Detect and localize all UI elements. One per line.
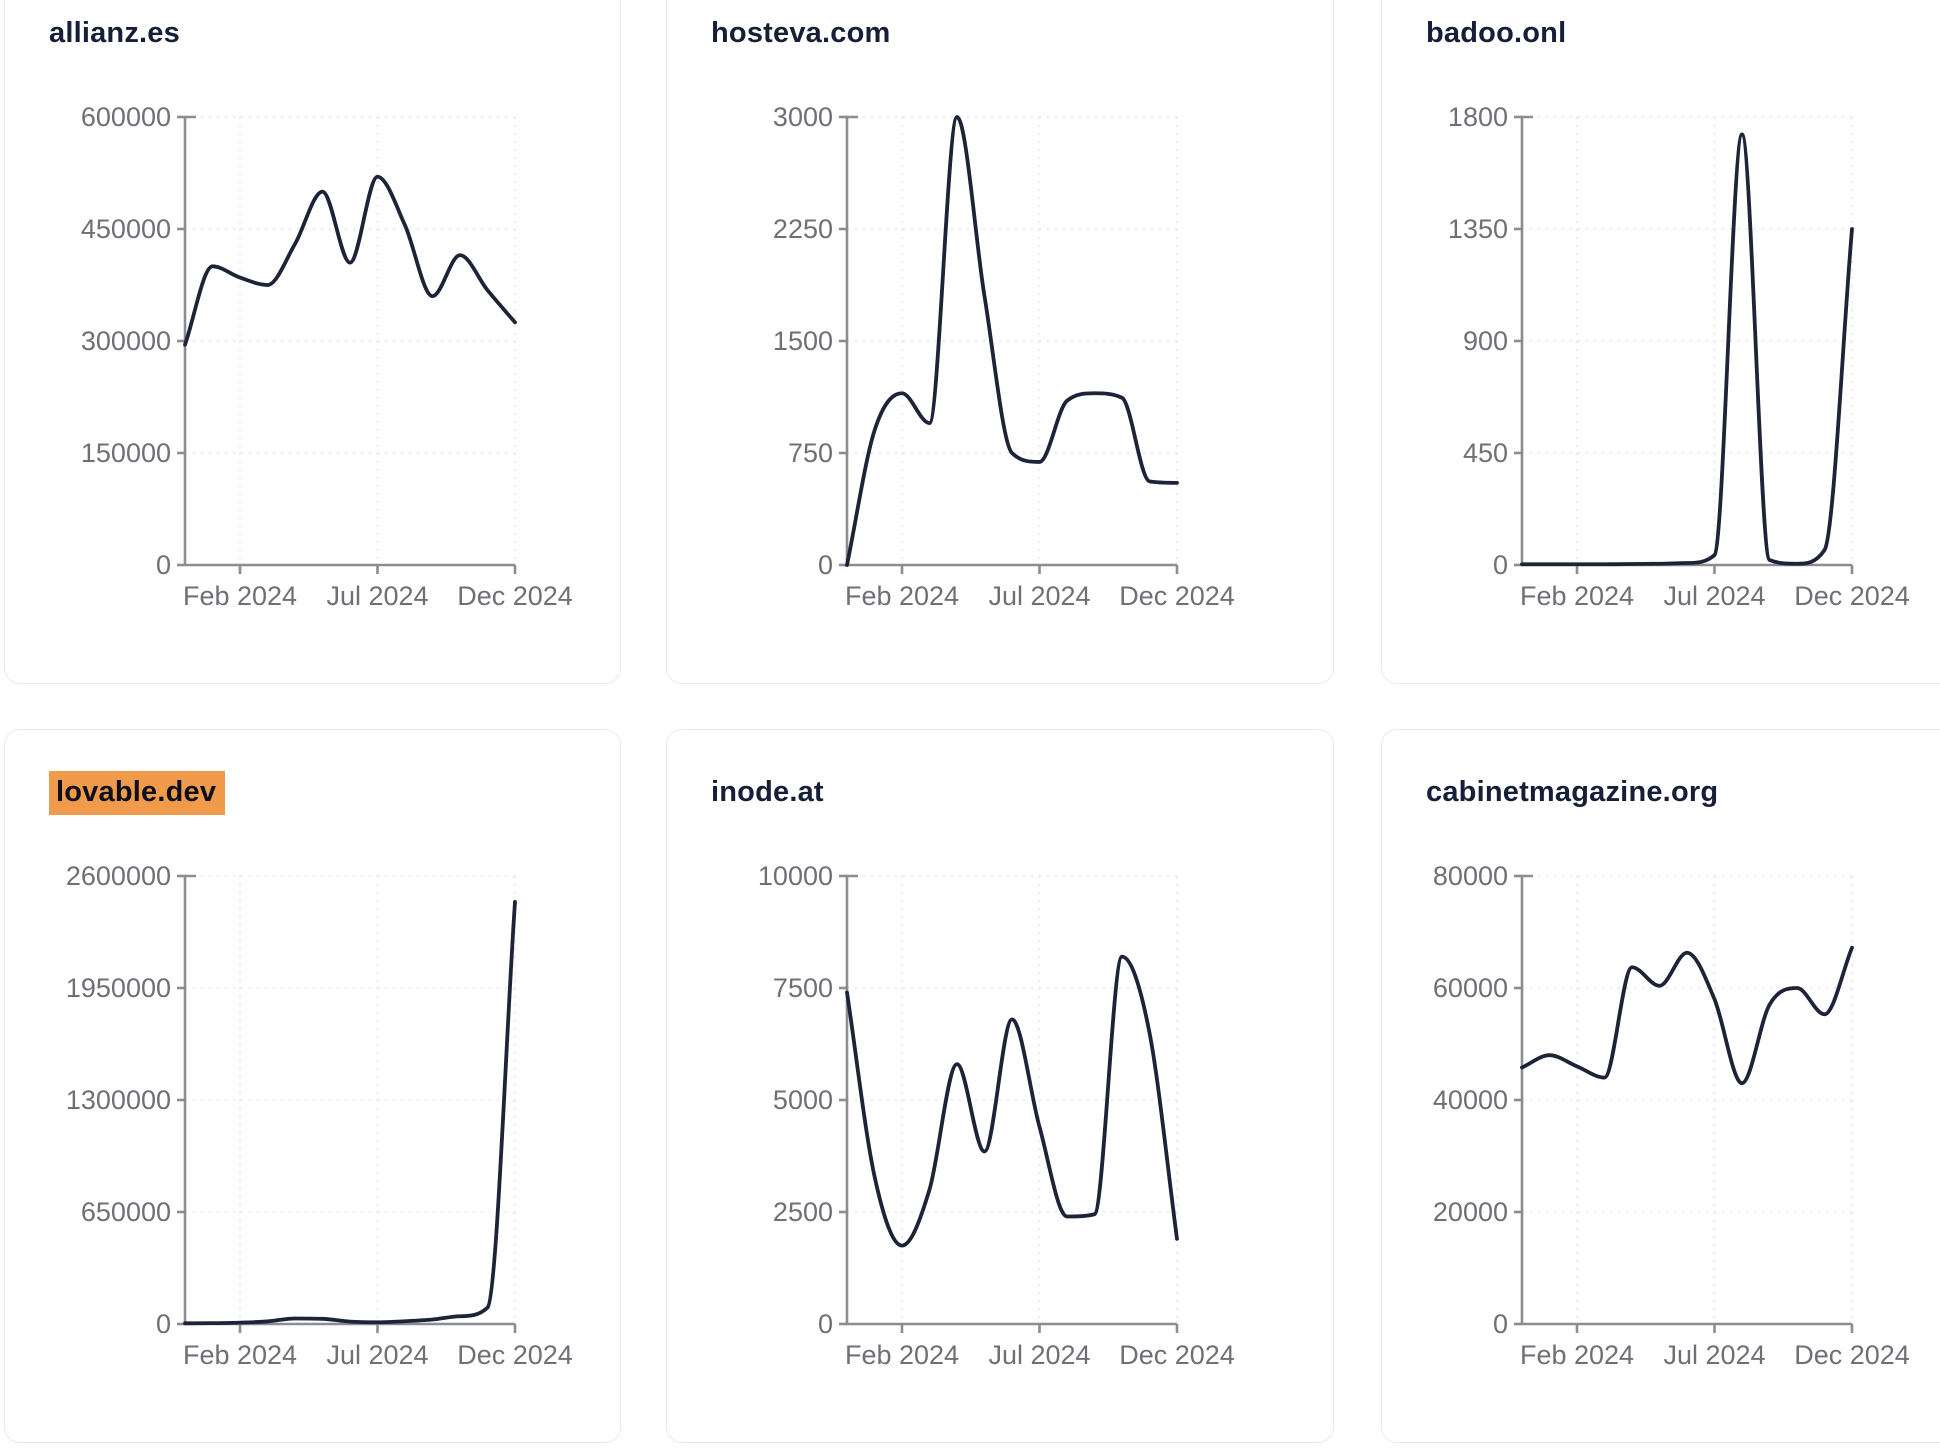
y-tick-label: 450000 xyxy=(81,214,171,244)
trend-chart-svg: 0 750 1500 2250 3000 Feb 2024 Jul 2024 Dec 2024 xyxy=(773,102,1235,611)
series-line xyxy=(845,115,1179,567)
y-tick-label: 1350 xyxy=(1448,214,1508,244)
x-tick-label: Jul 2024 xyxy=(1663,1340,1765,1370)
y-tick-label: 750 xyxy=(788,438,833,468)
x-tick-label: Dec 2024 xyxy=(1119,581,1235,611)
y-tick-label: 1500 xyxy=(773,326,833,356)
card-title: badoo.onl xyxy=(1426,17,1566,50)
x-tick-label: Jul 2024 xyxy=(1663,581,1765,611)
y-tick-label: 900 xyxy=(1463,326,1508,356)
y-tick-label: 10000 xyxy=(758,861,833,891)
y-tick-label: 2250 xyxy=(773,214,833,244)
y-tick-label: 3000 xyxy=(773,102,833,132)
card-title: allianz.es xyxy=(49,17,180,50)
series-line xyxy=(1520,945,1854,1086)
x-tick-label: Feb 2024 xyxy=(845,581,959,611)
trend-chart-svg: 0 20000 40000 60000 80000 Feb 2024 Jul 2024 Dec… xyxy=(1433,861,1910,1370)
chart-card: badoo.onl 0 450 900 1350 1800 Feb 2024 Jul 2024… xyxy=(1381,0,1940,684)
y-tick-label: 650000 xyxy=(81,1197,171,1227)
y-tick-label: 60000 xyxy=(1433,973,1508,1003)
y-tick-label: 0 xyxy=(818,1309,833,1339)
x-tick-label: Jul 2024 xyxy=(988,581,1090,611)
y-tick-label: 2600000 xyxy=(66,861,171,891)
x-tick-label: Dec 2024 xyxy=(1794,581,1910,611)
y-tick-label: 0 xyxy=(818,550,833,580)
x-tick-label: Feb 2024 xyxy=(183,581,297,611)
chart-card: allianz.es 0 150000 300000 450000 600000 Feb 2… xyxy=(4,0,621,684)
y-tick-label: 7500 xyxy=(773,973,833,1003)
y-tick-label: 600000 xyxy=(81,102,171,132)
y-tick-label: 5000 xyxy=(773,1085,833,1115)
chart-card: lovable.dev 0 650000 1300000 1950000 2600000 F… xyxy=(4,729,621,1443)
series-line xyxy=(845,954,1179,1248)
domain-name: inode.at xyxy=(711,776,824,808)
x-tick-label: Dec 2024 xyxy=(457,581,573,611)
y-tick-label: 150000 xyxy=(81,438,171,468)
chart-card: inode.at 0 2500 5000 7500 10000 Feb 2024 Jul 20… xyxy=(666,729,1334,1443)
card-title: cabinetmagazine.org xyxy=(1426,776,1718,809)
x-tick-label: Feb 2024 xyxy=(183,1340,297,1370)
card-title: hosteva.com xyxy=(711,17,891,50)
y-tick-label: 300000 xyxy=(81,326,171,356)
y-tick-label: 0 xyxy=(1493,550,1508,580)
x-tick-label: Dec 2024 xyxy=(1119,1340,1235,1370)
y-tick-label: 1800 xyxy=(1448,102,1508,132)
y-tick-label: 0 xyxy=(156,1309,171,1339)
y-tick-label: 1950000 xyxy=(66,973,171,1003)
x-tick-label: Jul 2024 xyxy=(326,581,428,611)
card-title: inode.at xyxy=(711,776,824,809)
y-tick-label: 0 xyxy=(156,550,171,580)
trend-chart-svg: 0 150000 300000 450000 600000 Feb 2024 Jul 202… xyxy=(81,102,573,611)
domain-name: badoo.onl xyxy=(1426,17,1567,49)
y-tick-label: 2500 xyxy=(773,1197,833,1227)
trend-chart-svg: 0 2500 5000 7500 10000 Feb 2024 Jul 2024 Dec 20… xyxy=(758,861,1235,1370)
x-tick-label: Dec 2024 xyxy=(457,1340,573,1370)
x-tick-label: Feb 2024 xyxy=(845,1340,959,1370)
y-tick-label: 80000 xyxy=(1433,861,1508,891)
domain-name: allianz.es xyxy=(49,17,180,49)
series-line xyxy=(1520,132,1854,567)
series-line xyxy=(183,899,517,1326)
y-tick-label: 20000 xyxy=(1433,1197,1508,1227)
x-tick-label: Jul 2024 xyxy=(988,1340,1090,1370)
y-tick-label: 1300000 xyxy=(66,1085,171,1115)
series-line xyxy=(183,174,517,347)
trend-chart-svg: 0 450 900 1350 1800 Feb 2024 Jul 2024 Dec 2024 xyxy=(1448,102,1910,611)
y-tick-label: 40000 xyxy=(1433,1085,1508,1115)
trend-chart-svg: 0 650000 1300000 1950000 2600000 Feb 2024 Jul … xyxy=(66,861,573,1370)
x-tick-label: Feb 2024 xyxy=(1520,581,1634,611)
domain-name: cabinetmagazine.org xyxy=(1426,776,1719,808)
domain-name: hosteva.com xyxy=(711,17,891,49)
chart-card: hosteva.com 0 750 1500 2250 3000 Feb 2024 Jul 2… xyxy=(666,0,1334,684)
y-tick-label: 450 xyxy=(1463,438,1508,468)
chart-card: cabinetmagazine.org 0 20000 40000 60000 80000… xyxy=(1381,729,1940,1443)
x-tick-label: Dec 2024 xyxy=(1794,1340,1910,1370)
x-tick-label: Feb 2024 xyxy=(1520,1340,1634,1370)
x-tick-label: Jul 2024 xyxy=(326,1340,428,1370)
card-title: lovable.dev xyxy=(49,771,226,815)
y-tick-label: 0 xyxy=(1493,1309,1508,1339)
domain-name: lovable.dev xyxy=(49,771,226,815)
